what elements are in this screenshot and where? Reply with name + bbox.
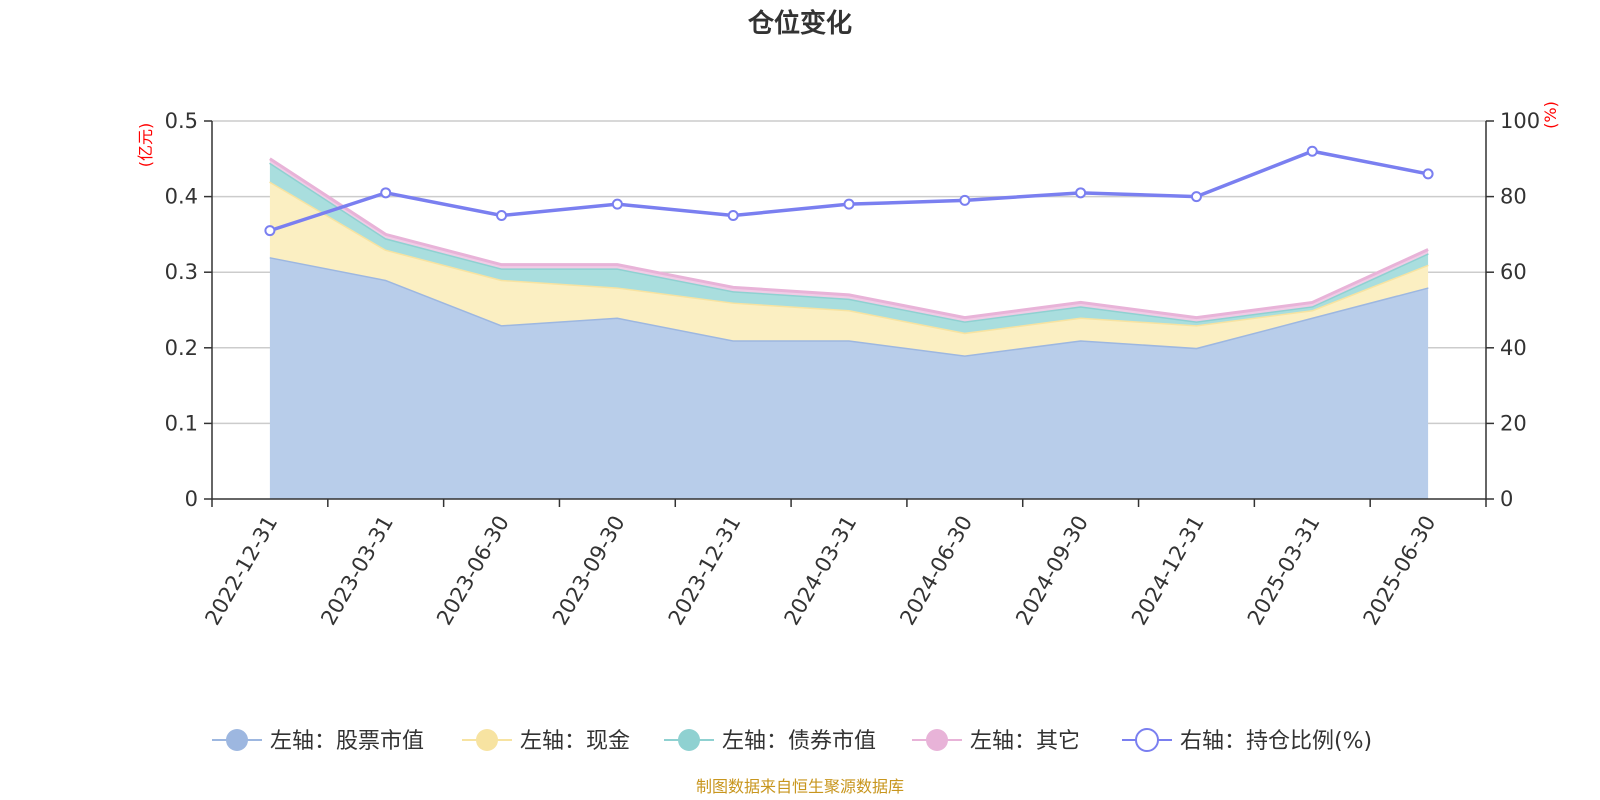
left-tick-label: 0.3	[165, 260, 198, 284]
right-tick-label: 100	[1500, 109, 1540, 133]
right-tick-label: 60	[1500, 260, 1527, 284]
ratio-point	[496, 210, 508, 221]
ratio-point	[1422, 168, 1434, 180]
x-tick-label: 2025-03-31	[1243, 512, 1325, 630]
legend: 左轴：股票市值 左轴：现金 左轴：债券市值 左轴：其它 右轴：持仓比例(%)	[212, 728, 1372, 754]
x-tick-label: 2024-06-30	[895, 511, 977, 629]
ratio-line-series	[264, 145, 1434, 237]
area-左轴：股票市值	[269, 257, 1429, 499]
legend-label: 右轴：持仓比例(%)	[1180, 729, 1372, 754]
legend-label: 左轴：股票市值	[270, 729, 424, 754]
area-line-左轴：其它	[269, 157, 1429, 320]
x-tick-label: 2023-12-31	[664, 512, 746, 630]
x-tick-label: 2024-09-30	[1011, 512, 1093, 630]
left-tick-label: 0.2	[165, 336, 198, 360]
right-tick-label: 20	[1500, 411, 1527, 435]
ratio-point	[843, 198, 855, 210]
stacked-areas	[269, 157, 1429, 499]
left-tick-label: 0.4	[165, 185, 198, 209]
data-source-note: 制图数据来自恒生聚源数据库	[696, 777, 904, 796]
ratio-point	[727, 210, 739, 221]
left-tick-label: 0.1	[165, 411, 198, 435]
legend-label: 左轴：其它	[970, 729, 1080, 754]
x-tick-label: 2023-03-31	[316, 512, 398, 630]
legend-swatch-marker	[226, 729, 248, 751]
ratio-point	[1306, 145, 1318, 157]
ratio-point	[611, 198, 623, 210]
x-tick-label: 2023-06-30	[432, 511, 514, 629]
legend-swatch-marker	[1135, 728, 1159, 752]
right-tick-label: 80	[1500, 185, 1527, 209]
legend-swatch-marker	[678, 729, 700, 751]
x-tick-label: 2022-12-31	[200, 512, 282, 630]
x-tick-label: 2025-06-30	[1359, 512, 1441, 630]
left-tick-label: 0	[185, 487, 198, 511]
x-tick-label: 2024-12-31	[1127, 512, 1209, 630]
ratio-point	[1190, 191, 1202, 203]
chart-title: 仓位变化	[747, 8, 852, 39]
legend-swatch-marker	[926, 729, 948, 751]
ratio-point	[1075, 187, 1087, 199]
right-tick-label: 0	[1500, 487, 1513, 511]
area-左轴：其它	[269, 158, 1429, 322]
right-tick-label: 40	[1500, 336, 1527, 360]
ratio-point	[959, 194, 971, 206]
x-tick-label: 2024-03-31	[780, 512, 862, 630]
legend-swatch-marker	[476, 729, 498, 751]
legend-label: 左轴：债券市值	[722, 729, 876, 754]
x-tick-label: 2023-09-30	[548, 512, 630, 630]
right-axis-unit: (%)	[1541, 101, 1560, 129]
left-axis-unit: (亿元)	[136, 123, 155, 168]
ratio-point	[380, 187, 392, 199]
legend-label: 左轴：现金	[520, 729, 630, 754]
ratio-line	[269, 149, 1429, 233]
ratio-point	[264, 225, 276, 237]
area-左轴：现金	[269, 181, 1429, 356]
left-tick-label: 0.5	[165, 109, 198, 133]
